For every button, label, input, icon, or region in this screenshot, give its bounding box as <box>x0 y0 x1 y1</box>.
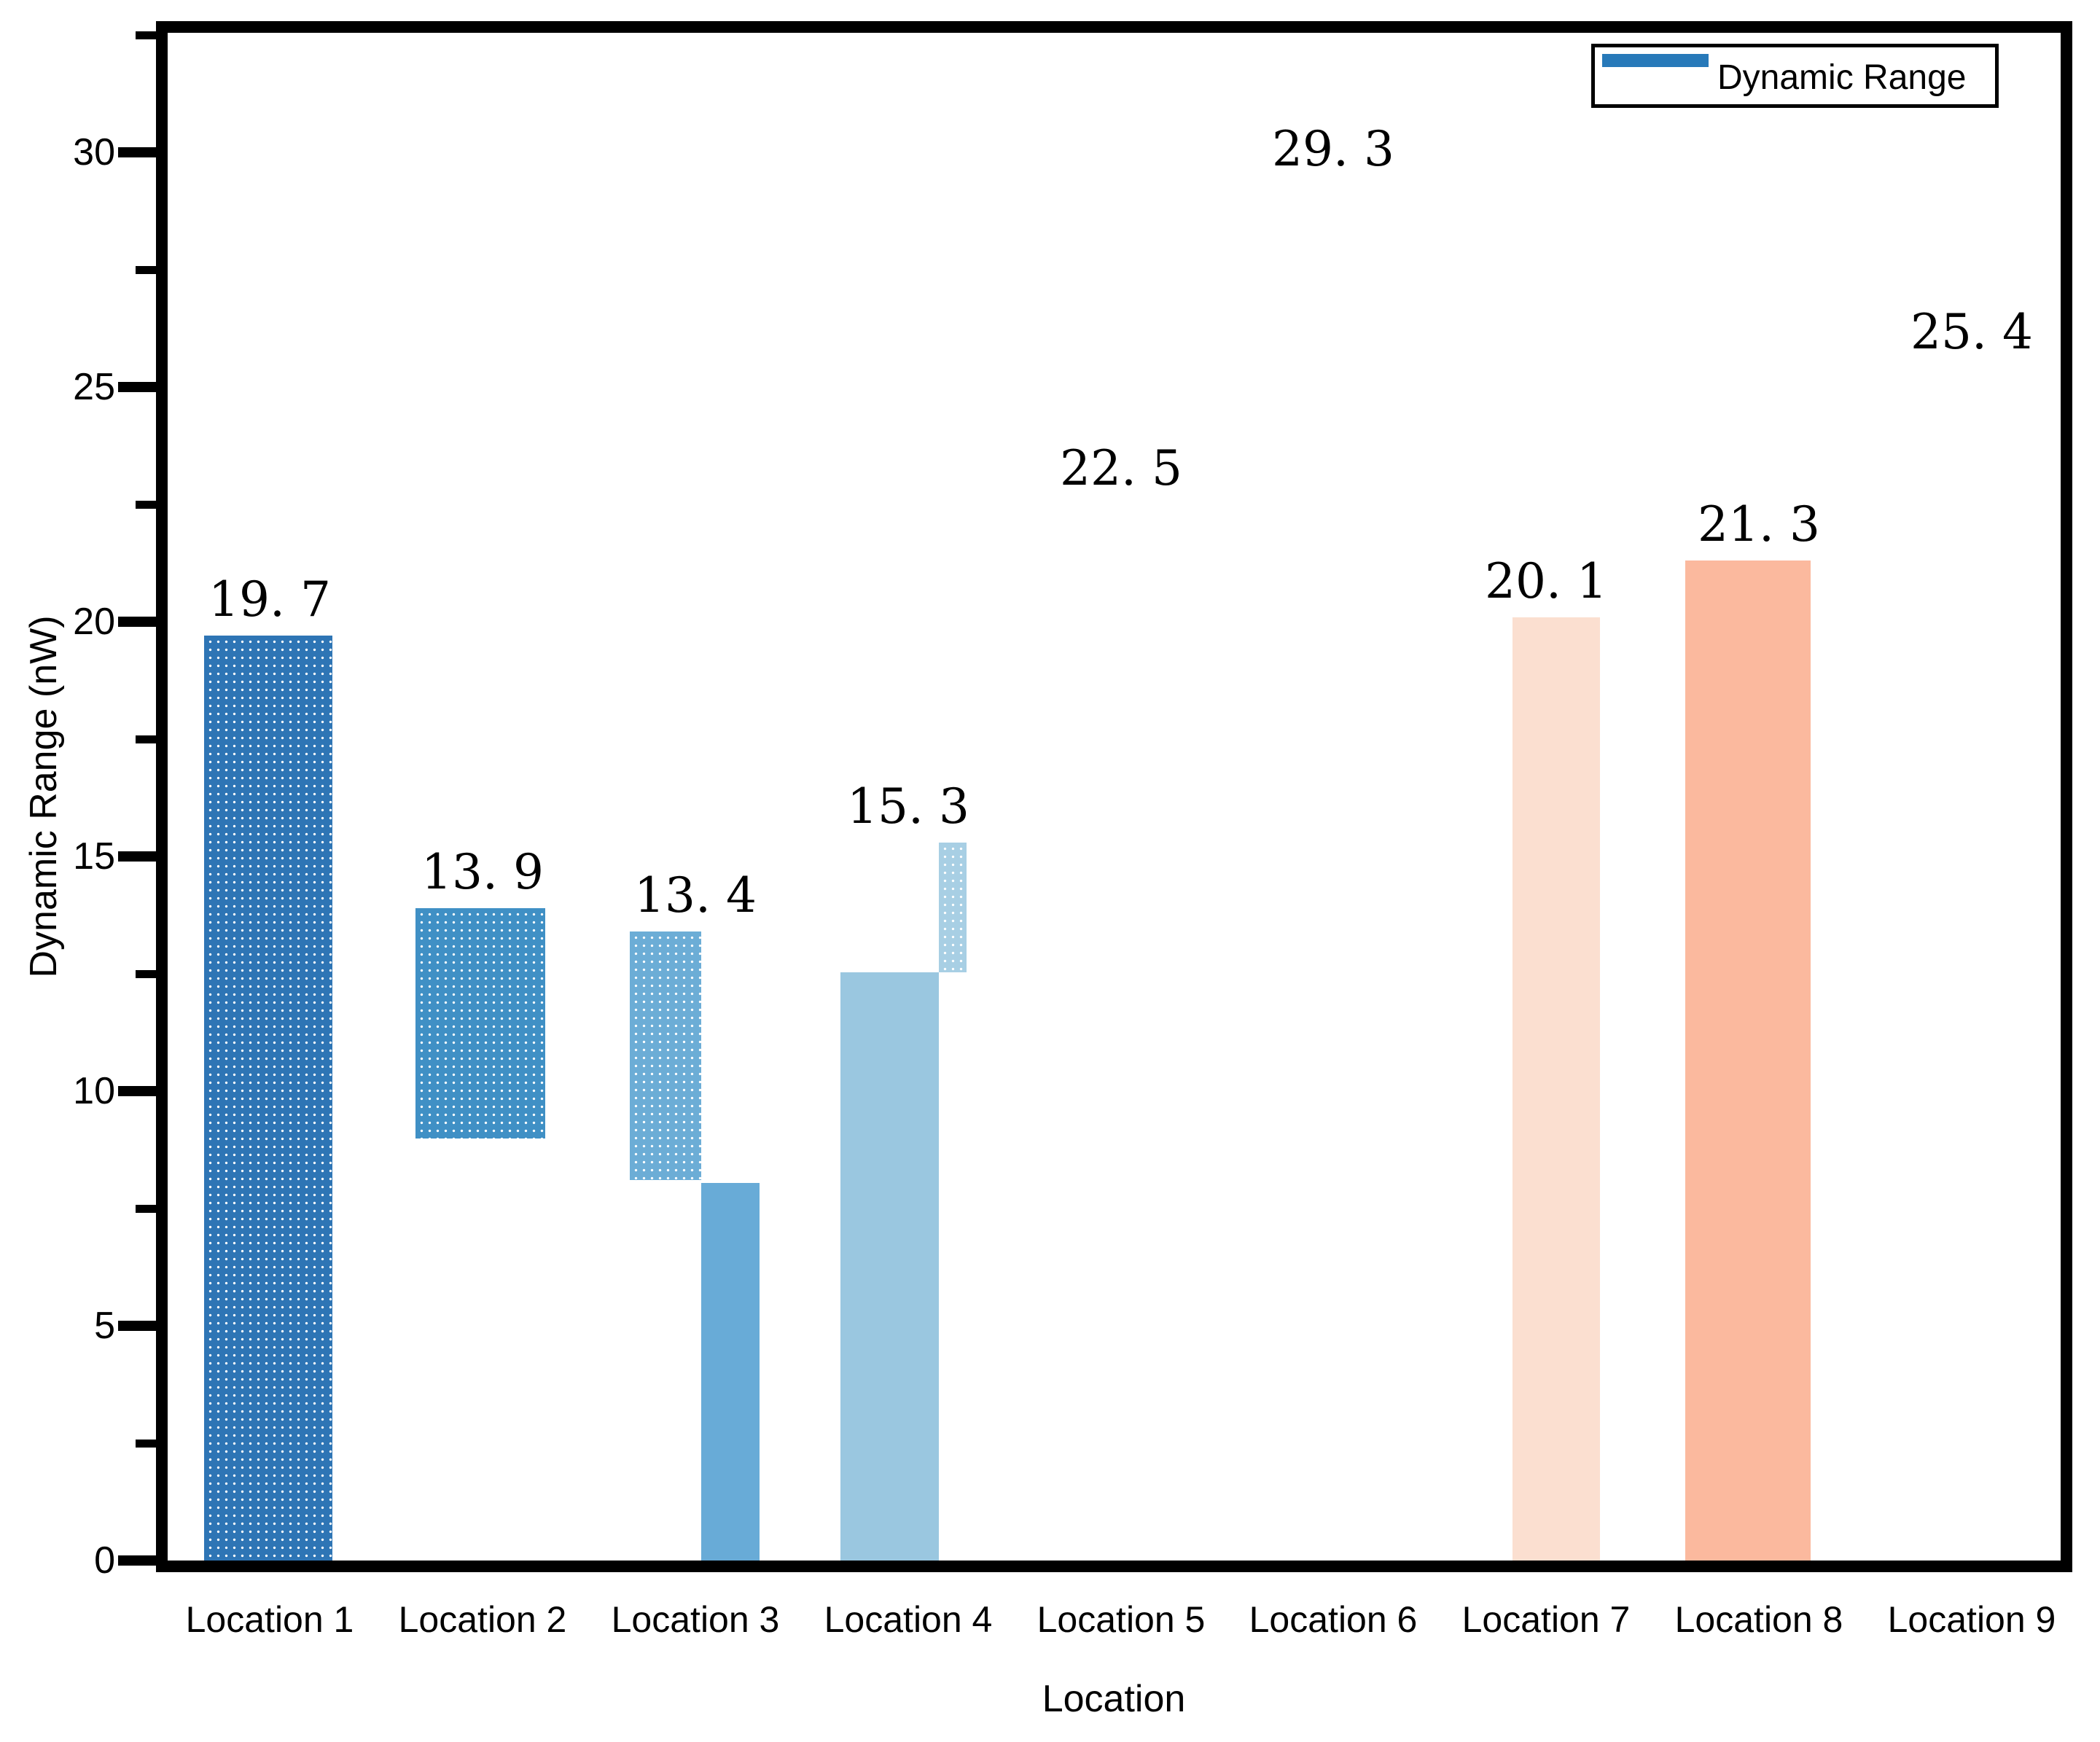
bar-value-label: 29. 3 <box>1272 121 1394 177</box>
y-tick-label: 15 <box>73 835 115 878</box>
y-tick-minor <box>136 735 156 743</box>
y-tick-major <box>118 382 156 392</box>
y-tick-label: 5 <box>94 1305 115 1347</box>
legend: Dynamic Range <box>1591 44 1999 108</box>
x-tick-label: Location 9 <box>1887 1599 2056 1640</box>
bar-value-label: 15. 3 <box>847 778 969 835</box>
y-tick-minor <box>136 266 156 274</box>
bar-value-label: 25. 4 <box>1910 304 2033 360</box>
x-tick-label: Location 6 <box>1249 1599 1418 1640</box>
bar-value-label: 13. 4 <box>634 867 757 923</box>
bar-value-label: 20. 1 <box>1485 553 1607 609</box>
y-axis-title: Dynamic Range (nW) <box>23 615 65 978</box>
bar-segment <box>701 1183 760 1561</box>
bar-segment <box>415 908 545 1138</box>
plot-area <box>168 33 2061 1561</box>
x-tick-label: Location 4 <box>824 1599 993 1640</box>
bar-segment <box>1512 617 1600 1561</box>
y-tick-major <box>118 1555 156 1566</box>
x-tick-label: Location 5 <box>1037 1599 1206 1640</box>
legend-label: Dynamic Range <box>1717 58 1967 97</box>
y-tick-minor <box>136 970 156 978</box>
plot-frame <box>156 21 2072 1572</box>
y-tick-major <box>118 617 156 627</box>
bar-segment <box>204 636 332 1561</box>
y-tick-major <box>118 147 156 157</box>
y-tick-major <box>118 1321 156 1331</box>
y-tick-label: 0 <box>94 1539 115 1582</box>
y-tick-minor <box>136 1440 156 1448</box>
x-tick-label: Location 7 <box>1461 1599 1631 1640</box>
y-tick-major <box>118 851 156 862</box>
x-tick-label: Location 8 <box>1674 1599 1843 1640</box>
bar-segment <box>1685 561 1811 1561</box>
x-tick-label: Location 1 <box>185 1599 354 1640</box>
y-tick-label: 25 <box>73 366 115 408</box>
bar-value-label: 13. 9 <box>421 844 544 900</box>
y-tick-minor <box>136 31 156 39</box>
bar-segment <box>840 972 939 1561</box>
bar-segment <box>939 843 967 972</box>
y-tick-label: 30 <box>73 131 115 173</box>
y-tick-major <box>118 1086 156 1096</box>
bar-value-label: 21. 3 <box>1698 496 1820 552</box>
y-tick-label: 20 <box>73 601 115 643</box>
y-tick-minor <box>136 501 156 509</box>
x-axis-title: Location <box>1042 1678 1186 1720</box>
x-tick-label: Location 3 <box>611 1599 780 1640</box>
y-tick-label: 10 <box>73 1070 115 1112</box>
x-tick-label: Location 2 <box>398 1599 567 1640</box>
bar-segment <box>630 931 701 1180</box>
bar-value-label: 22. 5 <box>1060 440 1182 496</box>
legend-swatch <box>1602 54 1709 67</box>
bar-value-label: 19. 7 <box>208 571 331 628</box>
y-tick-minor <box>136 1205 156 1213</box>
